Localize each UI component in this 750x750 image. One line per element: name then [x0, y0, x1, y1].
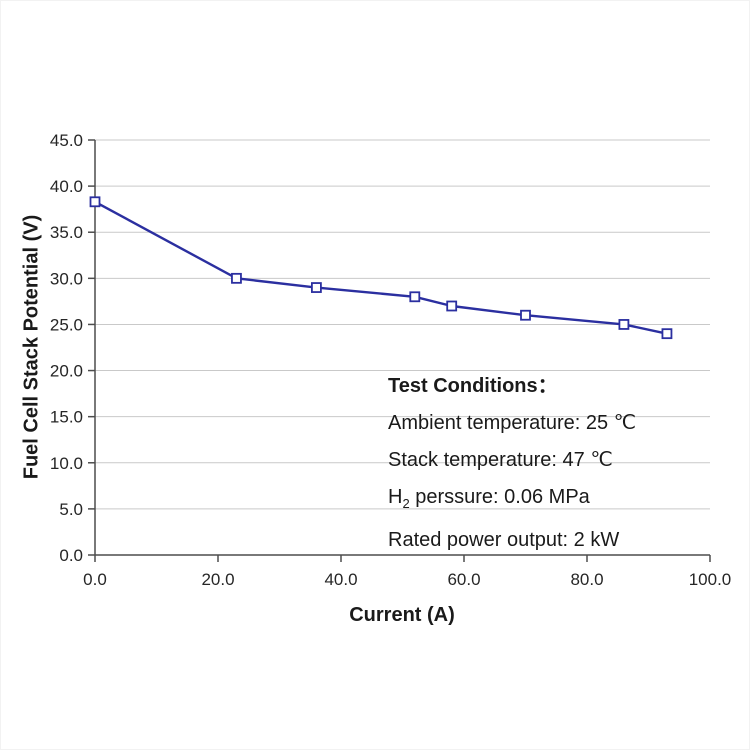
data-point-marker — [89, 196, 101, 208]
x-tick-label: 20.0 — [201, 570, 234, 589]
y-axis-title: Fuel Cell Stack Potential (V) — [20, 214, 43, 480]
data-point-marker — [618, 319, 630, 330]
annotation-line-ambient-temperature: Ambient temperature: 25 ℃ — [388, 412, 637, 434]
data-point-marker — [520, 309, 531, 321]
y-tick-label: 15.0 — [50, 408, 83, 427]
x-tick-label: 100.0 — [689, 570, 732, 589]
y-tick-label: 20.0 — [50, 362, 83, 381]
data-point-marker — [310, 282, 322, 293]
y-tick-label: 40.0 — [50, 177, 83, 196]
test-conditions-annotation: Test Conditions： Ambient temperature: 25… — [388, 368, 636, 559]
annotation-line-h2-pressure: H2 perssure: 0.06 MPa — [388, 479, 636, 522]
series-line — [94, 200, 668, 335]
y-tick-label: 30.0 — [50, 269, 83, 288]
data-point-marker — [409, 291, 421, 303]
annotation-line-rated-power: Rated power output: 2 kW — [388, 529, 620, 551]
data-point-marker — [231, 272, 242, 284]
x-axis-title: Current (A) — [349, 604, 455, 626]
y-tick-label: 0.0 — [59, 546, 83, 565]
h2-pre: H — [388, 486, 403, 508]
x-tick-label: 60.0 — [447, 570, 480, 589]
x-tick-label: 80.0 — [570, 570, 603, 589]
data-point-marker — [661, 328, 673, 340]
y-tick-label: 45.0 — [50, 131, 83, 150]
y-tick-label: 25.0 — [50, 315, 83, 334]
annotation-line-stack-temperature: Stack temperature: 47 ℃ — [388, 449, 613, 471]
y-tick-label: 35.0 — [50, 223, 83, 242]
h2-subscript: 2 — [402, 496, 410, 511]
x-tick-label: 0.0 — [83, 570, 107, 589]
annotation-title: Test Conditions： — [388, 375, 558, 397]
data-point-marker — [446, 300, 458, 312]
y-tick-label: 5.0 — [59, 500, 83, 519]
y-tick-label: 10.0 — [50, 454, 83, 473]
x-tick-label: 40.0 — [324, 570, 357, 589]
h2-post: perssure: 0.06 MPa — [409, 486, 590, 508]
